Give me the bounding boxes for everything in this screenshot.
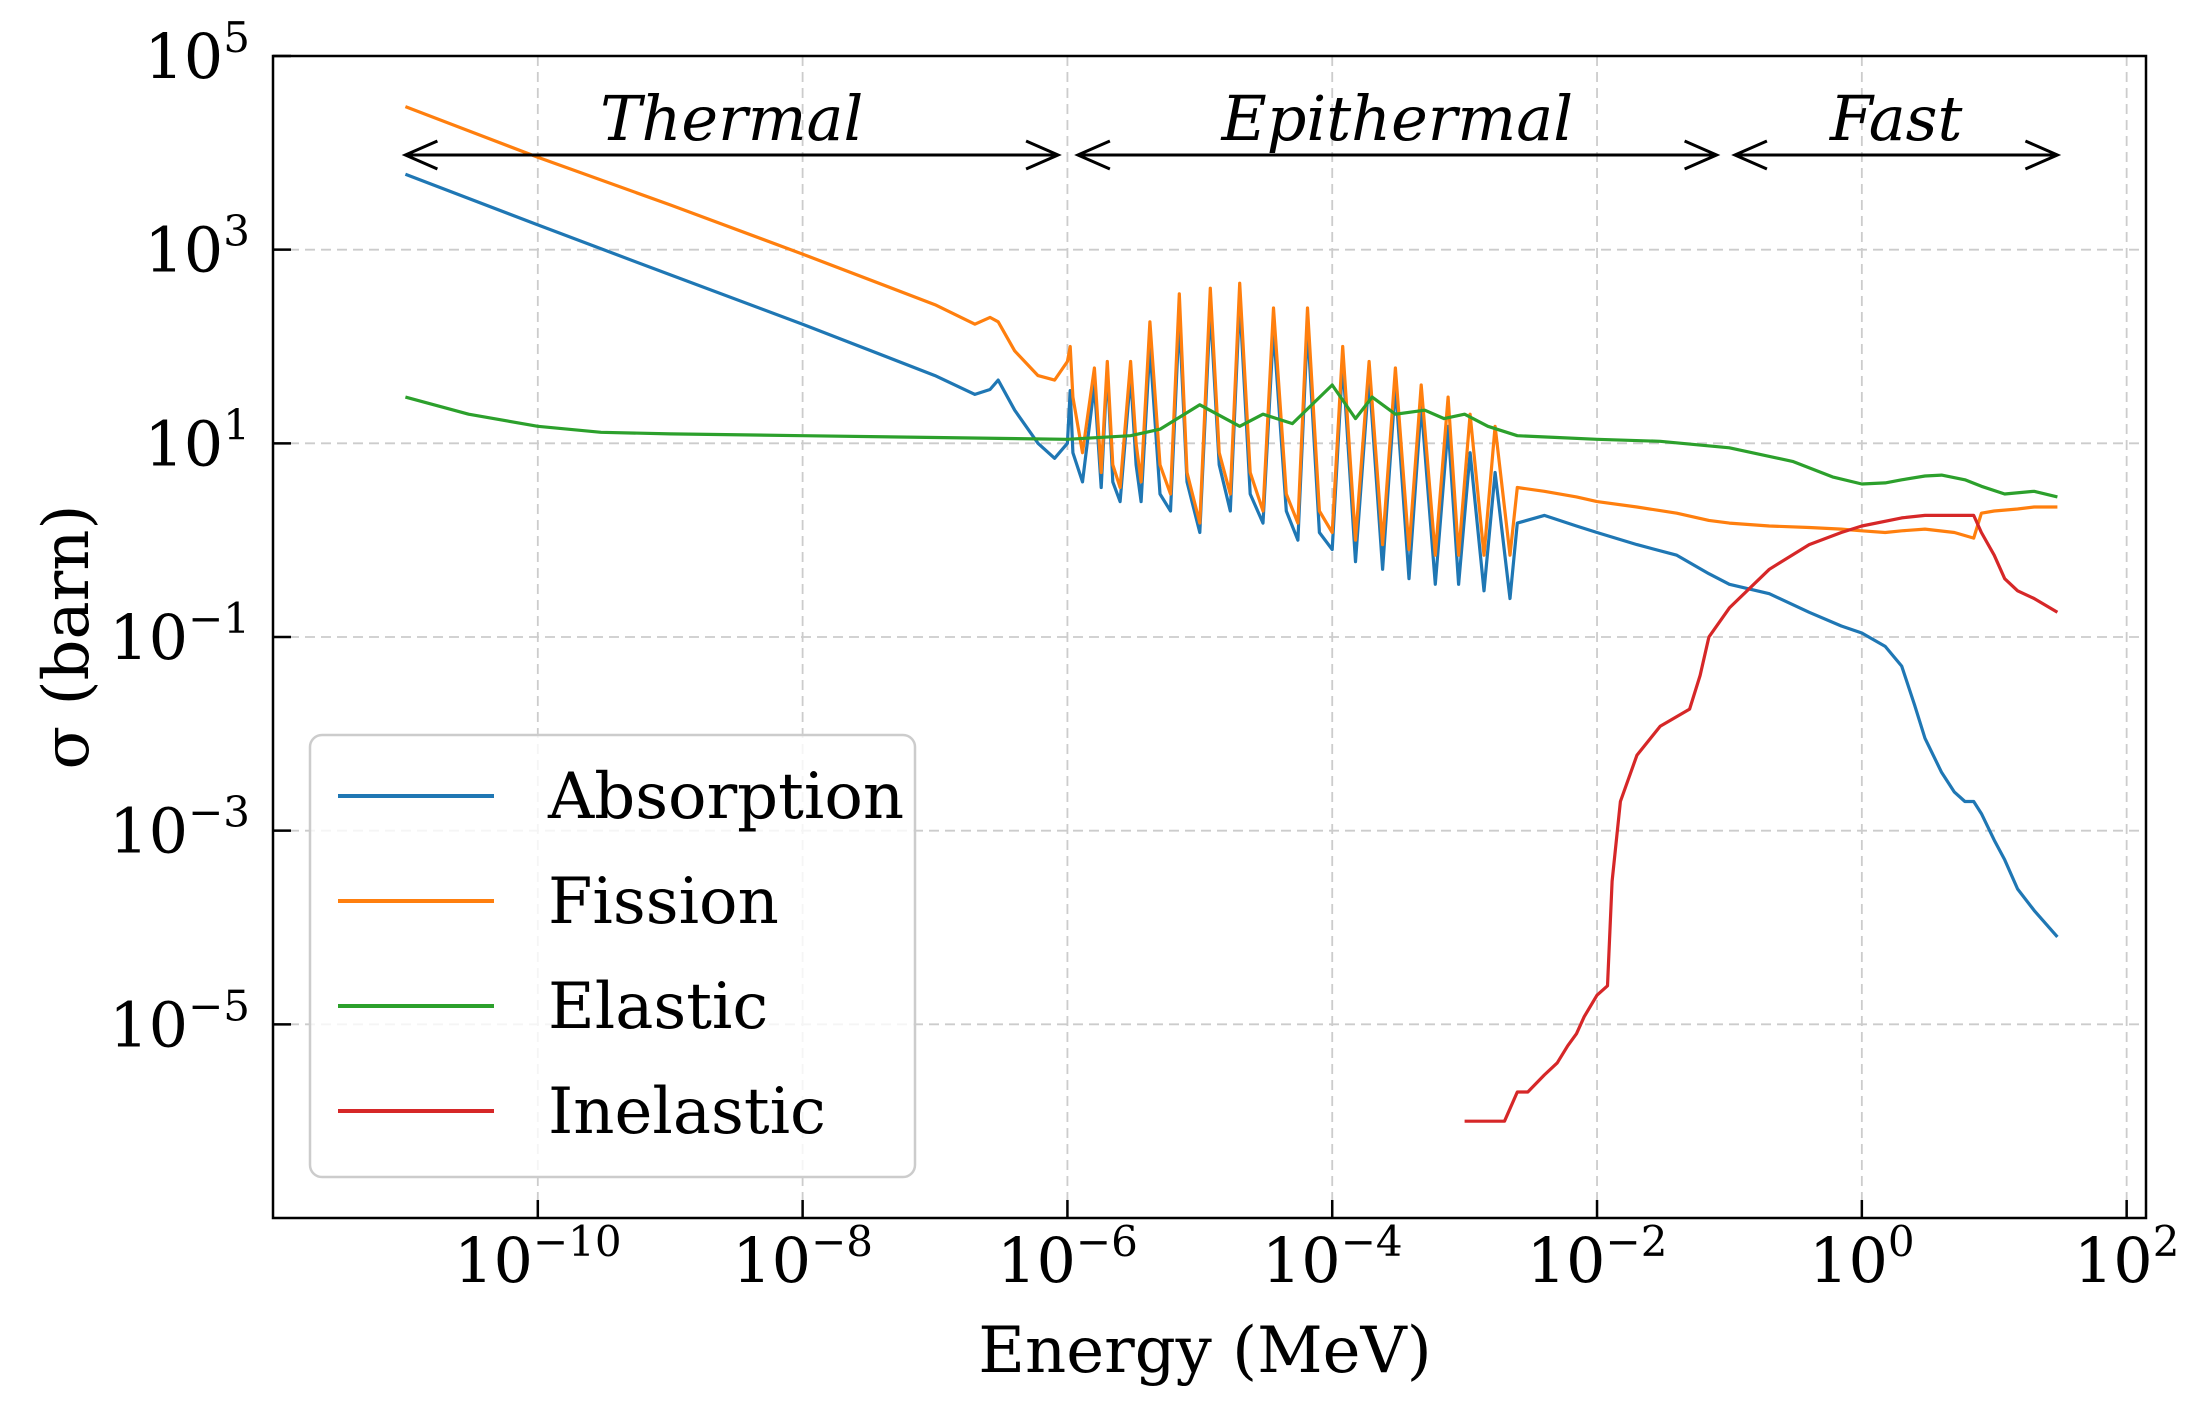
x-tick-label-exponent: −6 [1076, 1217, 1138, 1266]
series-layer [404, 105, 2059, 1123]
x-tick-label: 10−8 [732, 1217, 873, 1297]
legend-item-inelastic: Inelastic [338, 1075, 826, 1149]
y-axis-title: σ (barn) [30, 505, 104, 770]
series-absorption [404, 172, 2059, 938]
series-inelastic [1464, 513, 2059, 1123]
legend-label: Fission [548, 865, 779, 939]
x-tick-label-exponent: 2 [2153, 1217, 2180, 1266]
y-tick-label: 105 [144, 13, 250, 93]
x-axis-title: Energy (MeV) [978, 1314, 1431, 1388]
region-arrow-head-left [1074, 139, 1111, 171]
y-tick-label-exponent: −1 [188, 594, 250, 643]
y-tick-label-base: 10 [109, 601, 188, 674]
legend-item-absorption: Absorption [338, 760, 904, 834]
x-tick-label: 10−2 [1527, 1217, 1668, 1297]
x-tick-label-base: 10 [997, 1224, 1076, 1297]
region-epithermal: Epithermal [1074, 82, 1721, 171]
x-tick-label: 10−4 [1262, 1217, 1403, 1297]
x-tick-label-exponent: −8 [811, 1217, 873, 1266]
series-line-fission [404, 105, 2058, 557]
region-fast: Fast [1731, 82, 2062, 171]
x-tick-label: 102 [2074, 1217, 2180, 1297]
series-elastic [404, 383, 2058, 499]
x-tick-label-exponent: 0 [1888, 1217, 1915, 1266]
region-arrow-head-left [1731, 139, 1768, 171]
series-line-absorption [404, 172, 2059, 938]
y-tick-label-exponent: 1 [223, 400, 250, 449]
y-tick-label-exponent: −5 [188, 981, 250, 1030]
axis-ticks [273, 54, 2128, 1218]
x-tick-label-exponent: −4 [1341, 1217, 1403, 1266]
y-tick-label-exponent: 5 [223, 13, 250, 62]
y-tick-label: 10−1 [109, 594, 250, 674]
legend-label: Inelastic [548, 1075, 826, 1149]
region-arrow-head-left [401, 139, 439, 171]
legend-label: Elastic [548, 970, 768, 1044]
region-label: Epithermal [1220, 82, 1573, 155]
region-annotations: Thermal Epithermal Fast [401, 82, 2062, 171]
y-tick-label-base: 10 [144, 407, 223, 480]
x-tick-label-exponent: −10 [533, 1217, 622, 1266]
y-tick-label: 10−3 [109, 788, 250, 868]
y-tick-label: 103 [144, 207, 250, 287]
x-tick-label: 10−10 [454, 1217, 622, 1297]
x-tick-label-base: 10 [1262, 1224, 1341, 1297]
region-arrow-head-right [1684, 139, 1721, 171]
y-tick-label: 10−5 [109, 981, 250, 1061]
y-tick-label-base: 10 [144, 214, 223, 287]
region-label: Thermal [600, 82, 863, 155]
region-thermal: Thermal [401, 82, 1062, 171]
tick-labels: 10−10 10−8 10−6 10−4 10−2 100 10210−510−310−11… [109, 13, 2179, 1297]
region-label: Fast [1829, 82, 1963, 155]
legend: Absorption Fission Elastic Inelastic [308, 733, 917, 1179]
y-tick-label-exponent: −3 [188, 788, 250, 837]
series-line-inelastic [1464, 513, 2059, 1123]
x-tick-label: 100 [1809, 1217, 1915, 1297]
region-arrow-head-right [1025, 139, 1062, 171]
y-tick-label-base: 10 [109, 795, 188, 868]
legend-item-fission: Fission [338, 865, 779, 939]
x-tick-label-exponent: −2 [1606, 1217, 1668, 1266]
y-tick-label-base: 10 [144, 20, 223, 93]
y-tick-label-base: 10 [109, 988, 188, 1061]
x-tick-label-base: 10 [454, 1224, 533, 1297]
legend-label: Absorption [547, 760, 904, 834]
y-tick-label-exponent: 3 [223, 207, 250, 256]
legend-item-elastic: Elastic [338, 970, 768, 1044]
region-arrow-head-right [2024, 139, 2062, 171]
x-tick-label-base: 10 [732, 1224, 811, 1297]
legend-frame [308, 733, 917, 1179]
x-tick-label: 10−6 [997, 1217, 1138, 1297]
x-tick-label-base: 10 [1527, 1224, 1606, 1297]
x-tick-label-base: 10 [1809, 1224, 1888, 1297]
series-fission [404, 105, 2058, 557]
y-tick-label: 101 [144, 400, 250, 480]
x-tick-label-base: 10 [2074, 1224, 2153, 1297]
series-line-elastic [404, 383, 2058, 499]
